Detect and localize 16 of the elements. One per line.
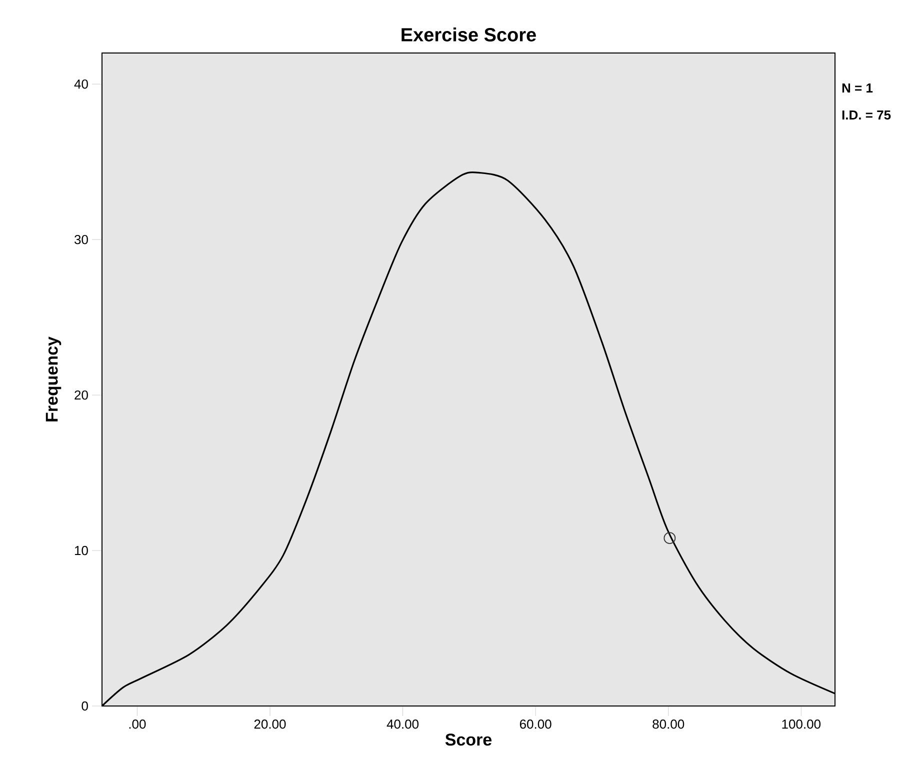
x-tick-label: 100.00 (782, 720, 821, 729)
y-axis-title: Frequency (46, 336, 62, 422)
y-tick-label: 0 (82, 701, 88, 711)
y-tick-label: 30 (74, 234, 88, 244)
x-tick-label: 20.00 (254, 720, 286, 729)
x-tick-label: 60.00 (520, 720, 552, 729)
x-tick-label: .00 (129, 720, 146, 729)
x-tick-label: 80.00 (652, 720, 684, 729)
x-tick-label: 40.00 (386, 720, 419, 729)
text: N = 1 (842, 84, 873, 92)
y-tick-label: 20 (74, 390, 88, 400)
y-tick-label: 40 (74, 79, 88, 89)
chart-title: Exercise Score (402, 28, 536, 42)
y-tick-label: 10 (74, 546, 88, 556)
text: I.D. = 75 (842, 110, 891, 120)
x-axis-title: Score (445, 734, 492, 746)
